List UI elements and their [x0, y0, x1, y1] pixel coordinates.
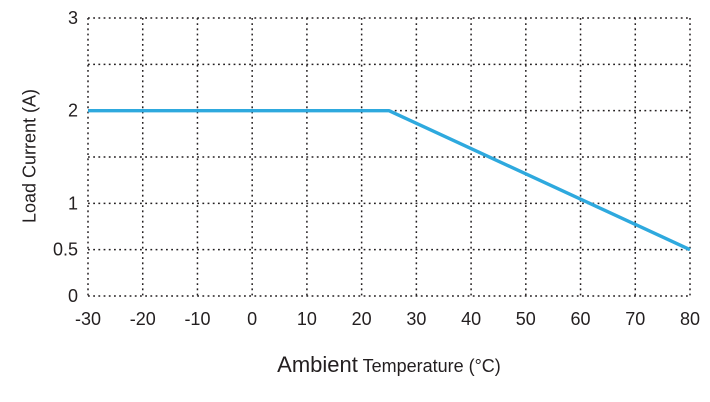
derating-line: [88, 108, 691, 252]
x-tick-label: -30: [75, 309, 101, 329]
x-tick-label: -20: [130, 309, 156, 329]
y-axis-title: Load Current (A): [19, 88, 40, 224]
x-tick-label: 70: [625, 309, 645, 329]
x-tick-label: 0: [247, 309, 257, 329]
x-tick-label: 10: [297, 309, 317, 329]
x-tick-label: -10: [184, 309, 210, 329]
x-axis-title: Ambient Temperature (°C): [88, 352, 690, 378]
x-axis-title-primary: Ambient: [277, 352, 358, 377]
x-tick-label: 50: [516, 309, 536, 329]
y-tick-label: 3: [68, 8, 78, 28]
y-tick-label: 1: [68, 193, 78, 213]
y-tick-label: 0: [68, 286, 78, 306]
x-tick-label: 60: [571, 309, 591, 329]
y-tick-label: 0.5: [53, 240, 78, 260]
x-tick-label: 80: [680, 309, 700, 329]
y-tick-label: 2: [68, 101, 78, 121]
x-tick-label: 20: [352, 309, 372, 329]
x-axis-title-secondary: Temperature (°C): [357, 356, 501, 376]
x-tick-label: 30: [406, 309, 426, 329]
x-tick-label: 40: [461, 309, 481, 329]
